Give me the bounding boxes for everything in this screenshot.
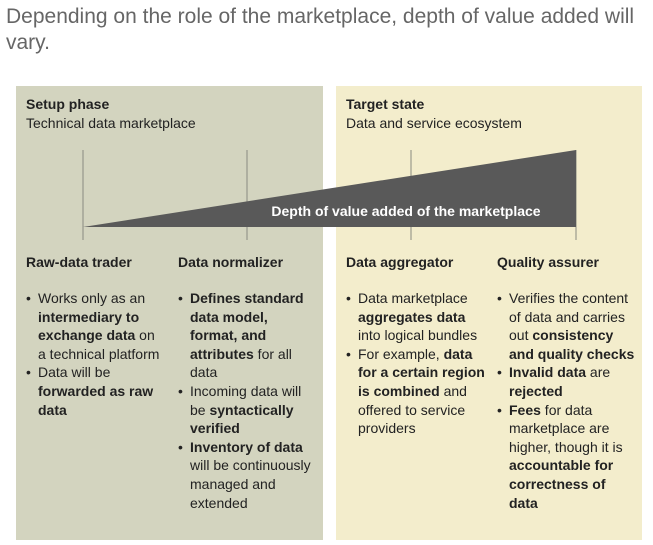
bullet-text: and offered to service providers: [358, 382, 467, 437]
bullet-text-bold: aggregates data: [358, 308, 466, 325]
bullet-text: Works only as an: [38, 290, 146, 306]
bullet-text: For example,: [358, 345, 444, 362]
bullet-item: Works only as an intermediary to exchang…: [26, 289, 161, 363]
bullet-text-bold: data for a certain region is combined: [358, 345, 485, 399]
bullet-text: Data marketplace: [358, 290, 468, 306]
bullet-item: Defines standard data model, format, and…: [178, 289, 313, 382]
wedge-label: Depth of value added of the marketplace: [271, 203, 541, 219]
bullet-text-bold: accountable for correctness of data: [509, 457, 614, 511]
bullet-list-data-aggregator: Data marketplace aggregates data into lo…: [346, 289, 486, 438]
bullet-text-bold: Invalid data: [509, 364, 587, 381]
column-title-data-aggregator: Data aggregator: [346, 254, 454, 270]
bullet-item: Verifies the content of data and carries…: [497, 289, 637, 363]
setup-phase-title: Setup phase: [26, 96, 110, 112]
value-wedge: [83, 150, 576, 227]
bullet-text: for data marketplace are higher, though …: [509, 401, 623, 455]
bullet-item: For example, data for a certain region i…: [346, 345, 486, 438]
bullet-text-bold: consistency and quality checks: [509, 327, 635, 362]
bullet-text: are: [586, 364, 611, 381]
bullet-item: Inventory of data will be continuously m…: [178, 438, 313, 512]
bullet-text-bold: Fees: [509, 401, 541, 418]
column-title-data-normalizer: Data normalizer: [178, 254, 284, 270]
bullet-item: Incoming data will be syntactically veri…: [178, 382, 313, 438]
column-title-raw-data-trader: Raw-data trader: [26, 254, 132, 270]
bullet-text: Data will be: [38, 364, 111, 381]
setup-phase-subtitle: Technical data marketplace: [26, 115, 196, 131]
bullet-item: Fees for data marketplace are higher, th…: [497, 401, 637, 513]
bullet-text: for all data: [190, 345, 292, 381]
bullet-text-bold: rejected: [509, 382, 563, 399]
bullet-text-bold: Inventory of data: [190, 438, 303, 455]
page-title: Depending on the role of the marketplace…: [6, 5, 635, 54]
bullet-item: Invalid data are rejected: [497, 363, 637, 400]
bullet-text: on a technical platform: [38, 327, 160, 362]
bullet-text: Verifies the content of data and carries…: [509, 290, 629, 344]
bullet-list-data-normalizer: Defines standard data model, format, and…: [178, 289, 313, 512]
bullet-list-quality-assurer: Verifies the content of data and carries…: [497, 289, 637, 512]
bullet-text-bold: intermediary to exchange data: [38, 308, 140, 344]
bullet-text: Incoming data will be: [190, 382, 302, 418]
bullet-item: Data will be forwarded as raw data: [26, 363, 161, 419]
target-state-subtitle: Data and service ecosystem: [346, 115, 522, 131]
bullet-item: Data marketplace aggregates data into lo…: [346, 289, 486, 345]
target-state-title: Target state: [346, 96, 425, 112]
column-title-quality-assurer: Quality assurer: [497, 254, 599, 270]
bullet-text-bold: syntactically verified: [190, 401, 294, 437]
bullet-text-bold: forwarded as raw data: [38, 382, 154, 418]
bullet-text: will be continuously managed and extende…: [190, 457, 311, 511]
bullet-text: into logical bundles: [358, 327, 478, 344]
bullet-list-raw-data-trader: Works only as an intermediary to exchang…: [26, 289, 161, 419]
bullet-text-bold: Defines standard data model, format, and…: [190, 290, 304, 362]
